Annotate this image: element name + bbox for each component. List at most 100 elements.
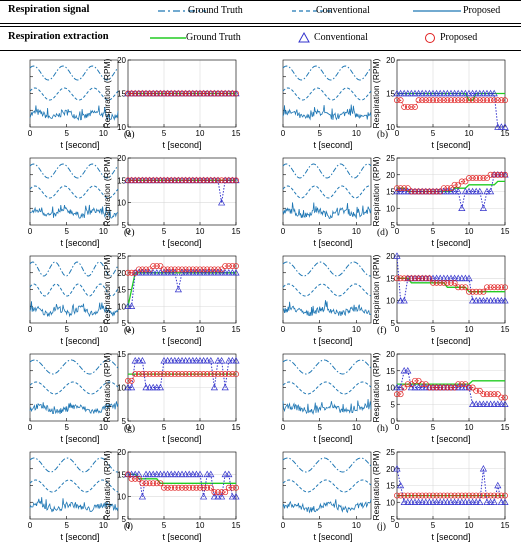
signal-xtick-label: 5	[64, 521, 69, 530]
dash-dot-line-icon	[158, 10, 206, 12]
conventional-point	[146, 269, 154, 276]
rpm-ytick-label: 5	[391, 515, 396, 524]
proposed-point	[498, 492, 505, 499]
proposed-point	[207, 484, 214, 491]
conventional-point	[458, 498, 466, 505]
conventional-point	[397, 383, 405, 391]
proposed-point	[153, 480, 160, 487]
proposed-point	[207, 177, 214, 184]
conventional-point	[404, 367, 412, 374]
rpm-ytick-label: 25	[117, 252, 126, 261]
conventional-point	[160, 356, 168, 364]
proposed-point	[466, 97, 472, 104]
conventional-point	[422, 498, 430, 505]
conventional-point	[200, 492, 208, 500]
conventional-point	[436, 89, 444, 97]
rpm-conventional-line	[396, 468, 505, 503]
proposed-point	[211, 489, 218, 496]
conventional-point	[196, 356, 204, 364]
rpm-xtick-label: 10	[465, 325, 474, 334]
signal-ground-truth-line	[282, 359, 372, 375]
proposed-point	[448, 97, 454, 104]
conventional-point	[167, 470, 175, 478]
rpm-ytick-label: 15	[117, 176, 126, 185]
conventional-point	[397, 89, 405, 97]
proposed-point	[211, 177, 218, 184]
proposed-point	[179, 266, 185, 273]
conventional-point	[164, 269, 172, 276]
proposed-point	[175, 371, 182, 378]
proposed-point	[193, 371, 200, 378]
conventional-point	[440, 89, 448, 97]
proposed-point	[476, 288, 483, 295]
signal-ground-truth-line	[282, 261, 371, 277]
conventional-point	[461, 89, 469, 97]
proposed-point	[225, 263, 232, 269]
proposed-point	[150, 90, 157, 97]
proposed-point	[157, 480, 164, 487]
proposed-point	[128, 177, 135, 184]
proposed-point	[135, 475, 142, 482]
conventional-point	[164, 356, 172, 364]
rpm-ground-truth-line	[397, 277, 505, 293]
rpm-proposed-line	[127, 474, 236, 493]
signal-xlabel: t [second]	[60, 140, 99, 150]
rpm-xtick-label: 0	[126, 521, 131, 530]
conventional-point	[228, 492, 236, 500]
proposed-point	[164, 266, 171, 273]
conventional-point	[436, 274, 444, 282]
proposed-point	[487, 492, 494, 499]
signal-xtick-label: 5	[64, 423, 69, 432]
proposed-point	[422, 188, 429, 195]
signal-xtick-label: 0	[281, 325, 286, 334]
conventional-point	[203, 269, 211, 276]
conventional-point	[415, 383, 423, 391]
conventional-point	[153, 269, 161, 276]
conventional-point	[490, 498, 498, 505]
rpm-ytick-label: 5	[391, 400, 396, 409]
rpm-xtick-label: 5	[431, 325, 436, 334]
conventional-point	[476, 498, 484, 505]
rpm-ytick-label: 15	[117, 470, 126, 479]
rpm-xtick-label: 5	[162, 129, 167, 138]
proposed-point	[469, 288, 476, 295]
proposed-point	[164, 90, 171, 97]
proposed-point	[225, 484, 232, 491]
proposed-point	[197, 90, 203, 97]
conventional-point	[440, 274, 448, 282]
proposed-point	[408, 381, 415, 388]
proposed-point	[437, 279, 444, 286]
proposed-point	[168, 90, 175, 97]
proposed-point	[397, 275, 404, 282]
conventional-point	[429, 274, 437, 282]
proposed-point	[179, 484, 185, 491]
proposed-point	[458, 381, 465, 388]
proposed-point	[430, 97, 436, 104]
conventional-point	[393, 465, 401, 472]
rpm-ytick-label: 15	[386, 274, 395, 283]
proposed-point	[229, 263, 236, 269]
signal-xtick-label: 0	[281, 129, 286, 138]
signal-xtick-label: 10	[352, 423, 361, 432]
conventional-point	[469, 400, 477, 407]
proposed-point	[444, 384, 451, 391]
signal-xtick-label: 5	[317, 521, 322, 530]
proposed-point	[200, 484, 207, 491]
conventional-point	[415, 498, 423, 505]
panel-label: (f)	[377, 325, 387, 336]
signal-conventional-line	[282, 381, 372, 395]
proposed-point	[455, 492, 462, 499]
proposed-point	[157, 177, 164, 184]
proposed-point	[200, 90, 207, 97]
panel-label: (b)	[377, 129, 388, 140]
signal-ground-truth-line	[282, 457, 372, 473]
proposed-point	[419, 97, 426, 104]
conventional-point	[487, 296, 495, 304]
proposed-point	[455, 284, 462, 291]
conventional-point	[185, 269, 193, 276]
conventional-point	[454, 187, 462, 195]
signal-xtick-label: 10	[352, 227, 361, 236]
proposed-point	[150, 371, 157, 378]
